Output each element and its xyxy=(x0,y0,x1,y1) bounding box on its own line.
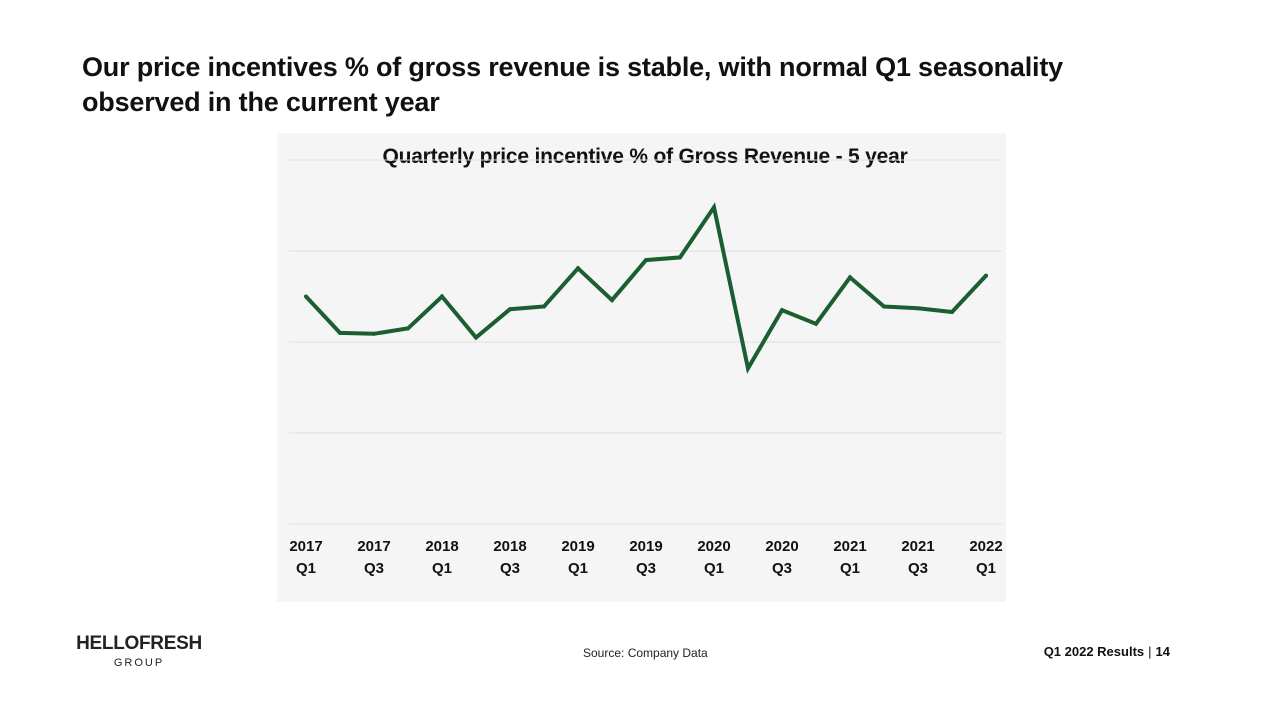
data-point-2018-Q2 xyxy=(474,335,478,340)
data-point-2019-Q1 xyxy=(576,266,580,271)
x-axis-ticks: 2017 Q1 2017 Q3 2018 Q1 2018 Q3 2019 Q1 2019 Q3 2020… xyxy=(289,538,1002,577)
data-point-2021-Q2 xyxy=(882,304,886,309)
x-tick-label: 2021 Q1 xyxy=(833,538,866,577)
x-tick-label: 2019 Q1 xyxy=(561,538,594,577)
footer-separator: | xyxy=(1148,644,1152,659)
x-tick-label: 2022 Q1 xyxy=(969,538,1002,577)
series-lines xyxy=(304,202,988,374)
logo-wordmark: HELLOFRESH xyxy=(76,633,202,654)
x-tick-label: 2019 Q3 xyxy=(629,538,662,577)
data-point-2017-Q4 xyxy=(406,326,410,331)
gridlines xyxy=(289,159,1002,525)
x-tick-label: 2018 Q1 xyxy=(425,538,458,577)
series-line-0 xyxy=(304,202,988,374)
x-tick-label: 2021 Q3 xyxy=(901,538,934,577)
data-point-2018-Q4 xyxy=(542,304,546,309)
data-point-2019-Q2 xyxy=(610,298,614,303)
data-point-2021-Q1 xyxy=(848,275,852,280)
data-point-2020-Q3 xyxy=(780,308,784,313)
data-point-2019-Q3 xyxy=(644,258,648,263)
logo-subtitle: GROUP xyxy=(113,657,165,669)
x-tick-label: 2020 Q3 xyxy=(765,538,798,577)
x-tick-label: 2018 Q3 xyxy=(493,538,526,577)
data-point-2020-Q4 xyxy=(814,321,818,326)
chart-title: Quarterly price incentive % of Gross Rev… xyxy=(382,145,908,168)
hellofresh-logo: HELLOFRESH GROUP xyxy=(74,633,204,670)
data-point-2019-Q4 xyxy=(678,255,682,260)
data-point-2018-Q1 xyxy=(440,294,444,299)
data-point-2017-Q3 xyxy=(372,331,376,336)
source-note: Source: Company Data xyxy=(583,646,708,660)
page-headline: Our price incentives % of gross revenue … xyxy=(82,52,1063,117)
data-point-2020-Q2 xyxy=(746,366,750,371)
data-point-2017-Q2 xyxy=(338,330,342,335)
x-tick-label: 2017 Q1 xyxy=(289,538,322,577)
page-number: 14 xyxy=(1155,644,1170,659)
data-point-2021-Q3 xyxy=(916,306,920,311)
page-footer: Q1 2022 Results | 14 xyxy=(1044,644,1170,659)
data-point-2017-Q1 xyxy=(304,294,308,299)
data-point-2018-Q3 xyxy=(508,307,512,312)
data-point-2022-Q1 xyxy=(984,273,988,278)
x-tick-label: 2017 Q3 xyxy=(357,538,390,577)
results-label: Q1 2022 Results xyxy=(1043,644,1145,659)
data-point-2021-Q4 xyxy=(950,309,954,314)
x-tick-label: 2020 Q1 xyxy=(697,538,730,577)
data-point-2020-Q1 xyxy=(712,205,716,210)
